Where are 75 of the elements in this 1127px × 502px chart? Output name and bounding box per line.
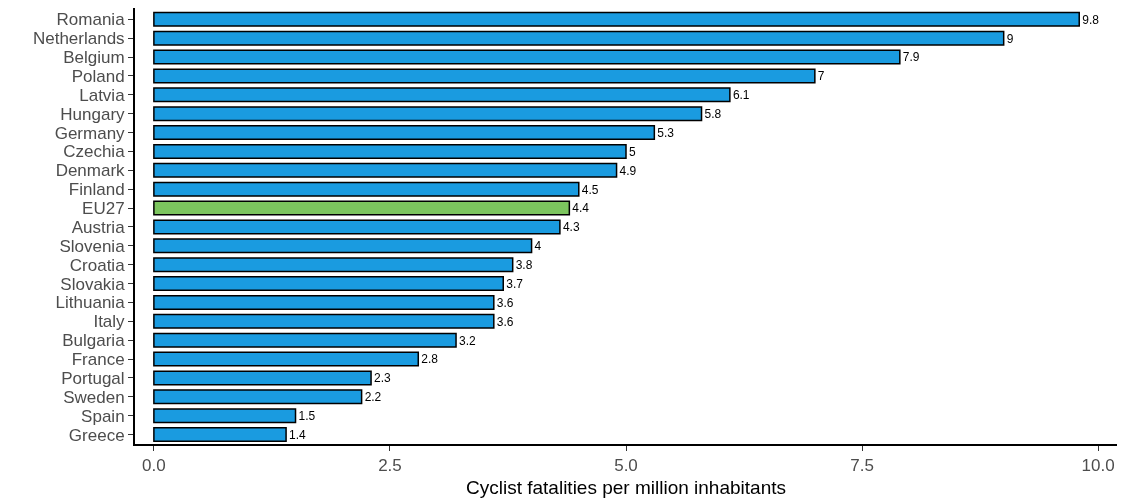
bar xyxy=(153,49,901,65)
bar xyxy=(153,181,580,197)
y-tick-label: Croatia xyxy=(69,255,126,275)
x-tick-label: 0.0 xyxy=(142,456,166,476)
y-tick-label: Netherlands xyxy=(32,29,125,49)
data-label: 7 xyxy=(817,69,825,84)
bar xyxy=(153,162,618,178)
data-label: 5.3 xyxy=(657,125,675,140)
bar xyxy=(153,276,504,292)
bar xyxy=(153,238,533,254)
x-axis-title: Cyclist fatalities per million inhabitants xyxy=(466,476,786,498)
bar xyxy=(153,294,495,310)
data-label: 4.3 xyxy=(562,220,580,235)
y-tick-label: Denmark xyxy=(55,161,126,181)
y-tick-label: Romania xyxy=(56,10,126,30)
bar xyxy=(153,200,571,216)
data-label: 3.6 xyxy=(496,314,514,329)
bar xyxy=(153,125,656,141)
bar xyxy=(153,87,731,103)
data-label: 1.5 xyxy=(298,409,316,424)
bar xyxy=(153,313,495,329)
data-label: 7.9 xyxy=(902,50,920,65)
y-tick-label: Hungary xyxy=(60,104,126,124)
bar xyxy=(153,257,514,273)
bar xyxy=(153,370,372,386)
y-tick-label: Italy xyxy=(93,312,126,332)
data-label: 4.4 xyxy=(572,201,590,216)
y-tick-label: Germany xyxy=(54,123,126,143)
y-tick-label: Bulgaria xyxy=(62,331,126,351)
y-tick-label: Latvia xyxy=(79,85,126,105)
data-label: 2.2 xyxy=(364,390,382,405)
x-tick-label: 5.0 xyxy=(614,456,638,476)
bar xyxy=(153,408,297,424)
y-tick-label: Spain xyxy=(81,406,125,426)
y-tick-label: EU27 xyxy=(82,199,125,219)
data-label: 4 xyxy=(534,239,542,254)
bar xyxy=(153,427,287,443)
data-label: 3.8 xyxy=(515,258,533,273)
data-label: 3.7 xyxy=(506,276,524,291)
y-tick-label: Sweden xyxy=(63,387,125,407)
bar xyxy=(153,332,457,348)
y-tick-label: Czechia xyxy=(63,142,126,162)
data-label: 5.8 xyxy=(704,107,722,122)
bar xyxy=(153,106,703,122)
bar xyxy=(153,351,420,367)
x-tick-label: 7.5 xyxy=(850,456,874,476)
y-tick-label: Finland xyxy=(68,180,125,200)
bar xyxy=(153,11,1080,27)
bar xyxy=(153,389,363,405)
y-tick-label: Lithuania xyxy=(55,293,126,313)
data-label: 4.9 xyxy=(619,163,637,178)
bar xyxy=(153,68,816,84)
bar xyxy=(153,30,1005,46)
y-tick-label: Poland xyxy=(71,66,125,86)
y-tick-label: Belgium xyxy=(63,48,125,68)
data-label: 9 xyxy=(1006,31,1014,46)
x-tick-label: 2.5 xyxy=(378,456,402,476)
x-tick-label: 10.0 xyxy=(1081,456,1115,476)
data-label: 9.8 xyxy=(1082,12,1100,27)
bar xyxy=(153,219,561,235)
data-label: 5 xyxy=(629,144,636,159)
data-label: 1.4 xyxy=(289,427,307,442)
y-tick-label: Austria xyxy=(71,217,126,237)
data-label: 4.5 xyxy=(581,182,599,197)
y-tick-label: France xyxy=(71,350,125,370)
data-label: 2.3 xyxy=(374,371,392,386)
data-label: 2.8 xyxy=(421,352,439,367)
bar xyxy=(153,143,627,159)
y-tick-label: Slovenia xyxy=(59,236,126,256)
data-label: 3.6 xyxy=(496,295,514,310)
y-tick-label: Slovakia xyxy=(60,274,126,294)
y-tick-label: Portugal xyxy=(61,368,125,388)
data-label: 3.2 xyxy=(459,333,477,348)
data-label: 6.1 xyxy=(732,88,750,103)
y-tick-label: Greece xyxy=(68,425,125,445)
